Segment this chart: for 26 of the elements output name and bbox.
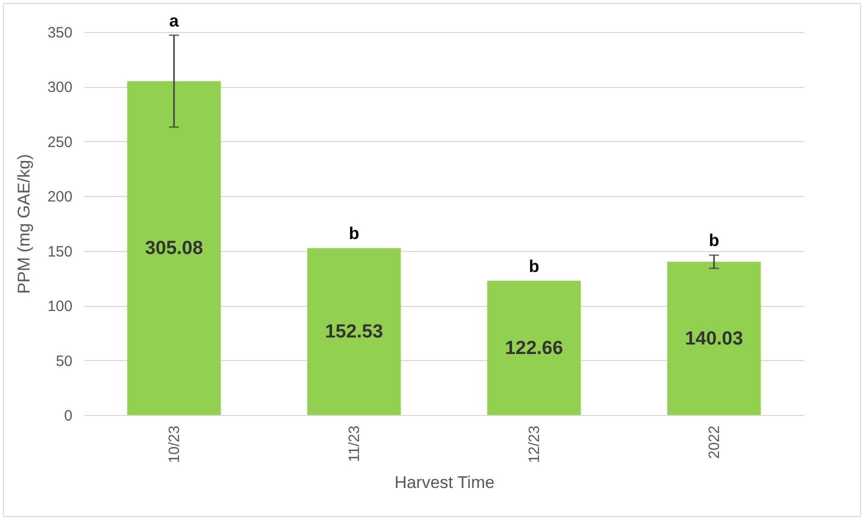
y-tick-label: 50 — [56, 352, 72, 370]
annotation: b — [348, 224, 360, 244]
y-tick-label: 150 — [47, 243, 72, 260]
y-tick-label: 300 — [47, 79, 72, 96]
bar — [307, 248, 401, 415]
y-tick-label: 250 — [47, 134, 72, 151]
y-tick-label: 200 — [47, 188, 72, 206]
data-label: 305.08 — [144, 238, 204, 260]
data-label: 122.66 — [504, 338, 564, 359]
data-label: 152.53 — [324, 322, 384, 343]
y-tick-label: 100 — [47, 298, 72, 316]
bar — [127, 81, 221, 415]
x-tick-label: 12/23 — [526, 426, 543, 464]
annotation: b — [528, 256, 540, 276]
bar — [487, 280, 581, 415]
annotation: a — [169, 11, 180, 30]
x-tick-label: 2022 — [706, 426, 723, 459]
annotation: b — [708, 231, 720, 250]
x-tick-label: 10/23 — [166, 426, 183, 464]
y-tick-label: 350 — [47, 24, 72, 42]
bar — [667, 262, 761, 415]
x-axis-title: Harvest Time — [394, 473, 495, 492]
data-label: 140.03 — [684, 328, 744, 350]
y-tick-label: 0 — [64, 408, 72, 424]
x-tick-label: 11/23 — [346, 426, 363, 462]
y-axis-title: PPM (mg GAE/kg) — [14, 154, 34, 294]
